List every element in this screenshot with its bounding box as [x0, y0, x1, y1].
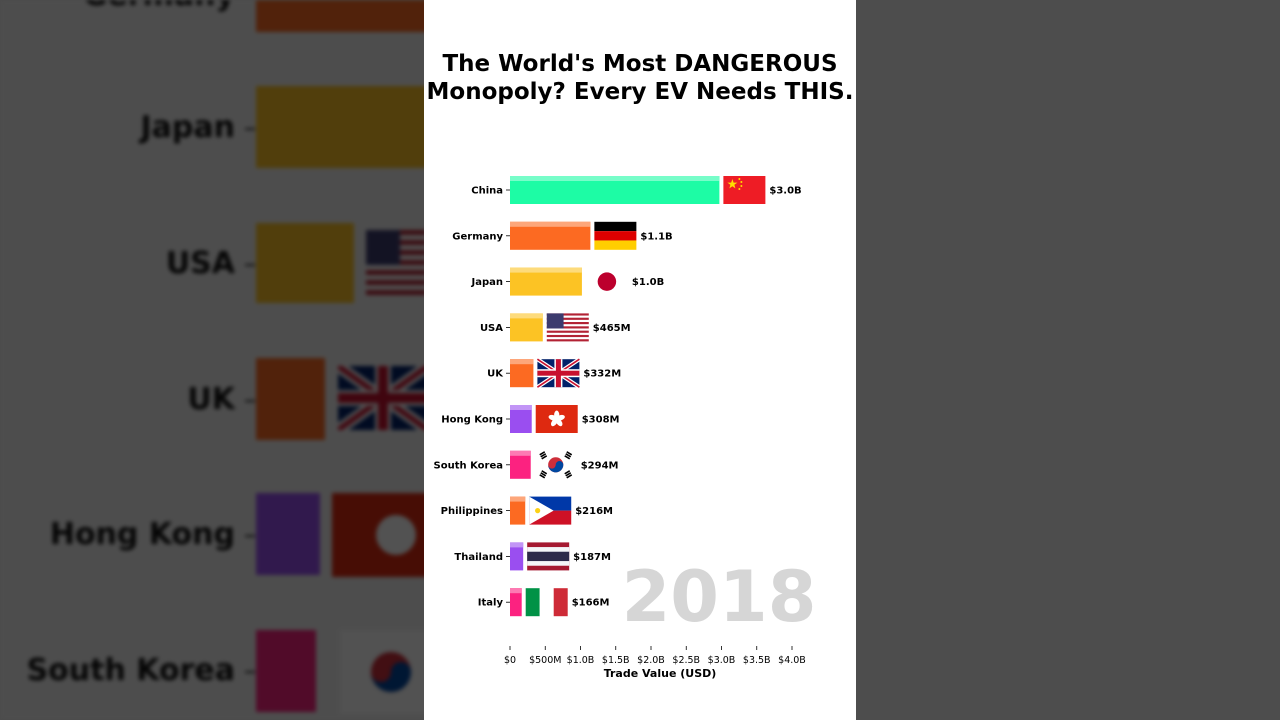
- south-korea-flag-icon: [534, 450, 577, 479]
- x-tick-label: $2.0B: [637, 655, 665, 666]
- bg-bar-germany: [256, 0, 436, 32]
- category-label-japan: Japan: [471, 277, 504, 288]
- right-letterbox: [856, 0, 1280, 720]
- chart-title: The World's Most DANGEROUS Monopoly? Eve…: [426, 51, 854, 105]
- category-label-usa: USA: [480, 323, 503, 334]
- usa-flag-icon: [546, 313, 589, 342]
- value-label-china: $3.0B: [769, 186, 801, 197]
- bar-highlight-china: [510, 176, 720, 181]
- bg-bar-uk: [256, 358, 325, 440]
- chart-panel: The World's Most DANGEROUS Monopoly? Eve…: [424, 0, 856, 720]
- value-label-japan: $1.0B: [632, 277, 664, 288]
- value-label-germany: $1.1B: [640, 231, 672, 242]
- bar-italy: [510, 588, 522, 617]
- category-label-philippines: Philippines: [441, 506, 503, 517]
- bar-hong-kong: [510, 405, 532, 433]
- bg-uk-flag: [338, 366, 428, 430]
- bar-highlight-thailand: [510, 542, 524, 548]
- uk-flag-icon: [536, 357, 581, 389]
- germany-flag-icon: [594, 221, 637, 250]
- bg-usa-flag: [366, 230, 426, 296]
- bg-tick: [245, 128, 255, 130]
- category-label-hong-kong: Hong Kong: [441, 415, 503, 426]
- category-label-thailand: Thailand: [454, 552, 503, 563]
- year-watermark: 2018: [621, 556, 817, 638]
- bg-label-hong-kong: Hong Kong: [49, 517, 235, 552]
- bg-bar-hong-kong: [256, 493, 320, 575]
- value-label-uk: $332M: [583, 369, 621, 380]
- hong-kong-flag-icon: [535, 405, 578, 433]
- bg-tick: [245, 264, 255, 266]
- japan-flag-icon: [585, 267, 628, 296]
- bar-uk: [510, 359, 534, 388]
- philippines-flag-icon: [529, 496, 572, 525]
- bar-highlight-philippines: [510, 496, 526, 502]
- x-tick-label: $2.5B: [672, 655, 700, 666]
- value-label-hong-kong: $308M: [582, 415, 620, 426]
- category-label-china: China: [471, 186, 503, 197]
- china-flag-icon: [723, 176, 766, 204]
- x-tick-label: $0: [504, 655, 516, 666]
- bg-label-japan: Japan: [140, 110, 235, 145]
- category-label-germany: Germany: [452, 231, 503, 242]
- value-label-south-korea: $294M: [581, 460, 619, 471]
- bg-south-korea-flag: [340, 630, 430, 714]
- x-tick-label: $3.0B: [708, 655, 736, 666]
- bar-highlight-japan: [510, 267, 582, 273]
- bg-label-south-korea: South Korea: [26, 653, 235, 688]
- bg-bar-japan: [256, 86, 436, 168]
- bar-south-korea: [510, 450, 531, 479]
- bar-highlight-hong-kong: [510, 405, 532, 410]
- bg-tick: [245, 400, 255, 402]
- bg-label-usa: USA: [165, 246, 235, 281]
- bar-highlight-usa: [510, 313, 543, 319]
- value-label-thailand: $187M: [573, 552, 611, 563]
- bg-bar-usa: [256, 223, 354, 303]
- bg-tick: [245, 671, 255, 673]
- bg-tick: [245, 535, 255, 537]
- italy-flag-icon: [525, 588, 568, 617]
- x-tick-label: $4.0B: [778, 655, 806, 666]
- bar-highlight-uk: [510, 359, 534, 365]
- bar-highlight-south-korea: [510, 450, 531, 456]
- bg-label-uk: UK: [187, 382, 235, 417]
- category-label-south-korea: South Korea: [434, 460, 503, 471]
- category-label-uk: UK: [487, 369, 504, 380]
- bar-chart: $0 $500M $1.0B $1.5B $2.0B $2.5B $3.0B $3.5B $4.…: [434, 176, 806, 666]
- x-tick-label: $1.5B: [602, 655, 630, 666]
- bar-highlight-germany: [510, 221, 591, 227]
- bar-thailand: [510, 542, 524, 571]
- bg-bar-south-korea: [256, 630, 316, 712]
- value-label-philippines: $216M: [575, 506, 613, 517]
- x-tick-label: $500M: [529, 655, 561, 666]
- bar-highlight-italy: [510, 588, 522, 594]
- thailand-flag-icon: [527, 542, 570, 571]
- x-tick-label: $3.5B: [743, 655, 771, 666]
- value-label-usa: $465M: [593, 323, 631, 334]
- bg-label-germany: Germany: [0, 0, 235, 13]
- x-tick-label: $1.0B: [567, 655, 595, 666]
- x-axis-label: Trade Value (USD): [603, 667, 717, 680]
- bar-philippines: [510, 496, 526, 525]
- bg-hong-kong-flag: [332, 493, 432, 577]
- category-label-italy: Italy: [478, 598, 504, 609]
- value-label-italy: $166M: [572, 598, 610, 609]
